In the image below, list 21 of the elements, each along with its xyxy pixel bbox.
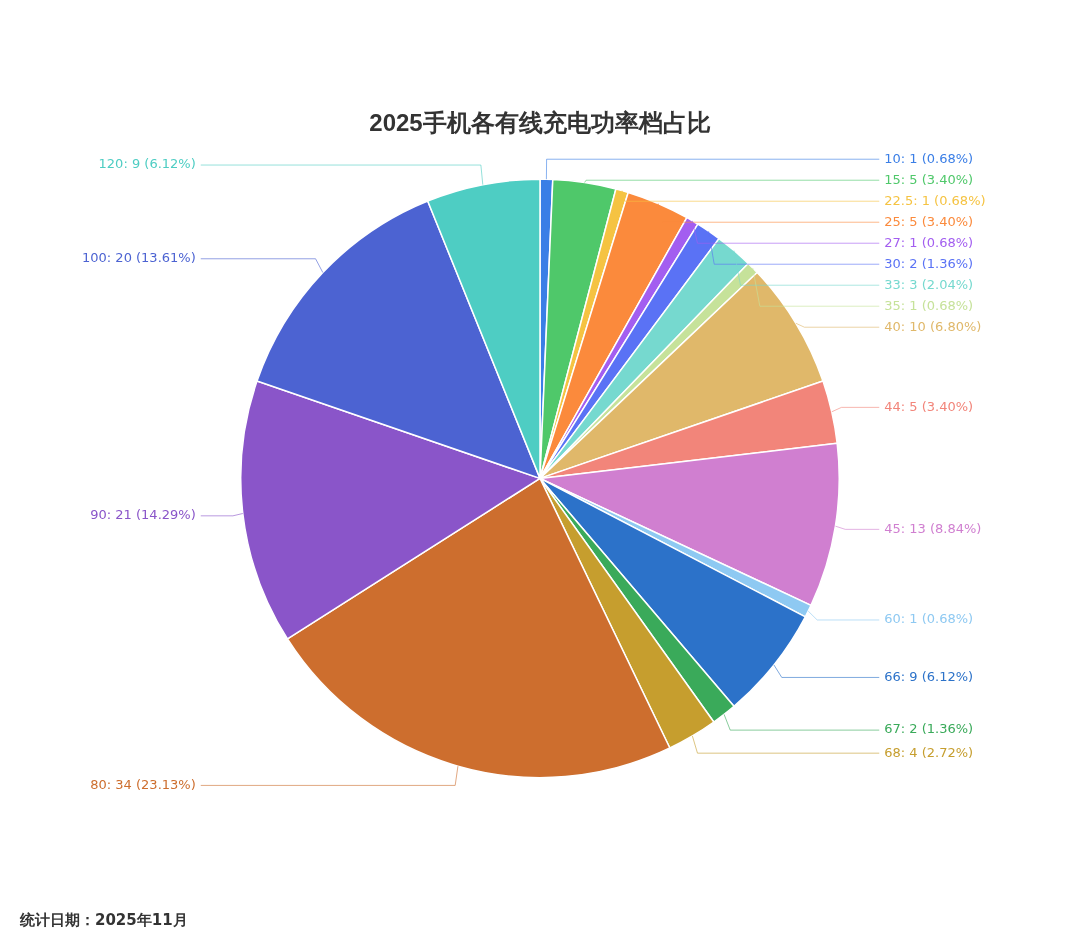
slice-label: 90: 21 (14.29%) xyxy=(90,507,196,523)
slice-label: 100: 20 (13.61%) xyxy=(82,250,196,266)
slice-label: 35: 1 (0.68%) xyxy=(884,297,974,313)
slice-label: 33: 3 (2.04%) xyxy=(884,276,974,292)
slice-label: 15: 5 (3.40%) xyxy=(884,171,974,187)
chart-title: 2025手机各有线充电功率档占比 xyxy=(369,109,711,137)
slice-label: 10: 1 (0.68%) xyxy=(884,150,974,166)
text: 统计日期：2025年11月 xyxy=(20,911,188,930)
slice-label: 27: 1 (0.68%) xyxy=(884,234,974,250)
slice-label: 66: 9 (6.12%) xyxy=(884,668,974,684)
slice-label: 40: 10 (6.80%) xyxy=(884,318,982,334)
slice-label: 80: 34 (23.13%) xyxy=(90,776,196,792)
slice-label: 60: 1 (0.68%) xyxy=(884,611,974,627)
slice-label: 120: 9 (6.12%) xyxy=(98,156,196,172)
slice-label: 25: 5 (3.40%) xyxy=(884,213,974,229)
slice-label: 45: 13 (8.84%) xyxy=(884,520,982,536)
slice-label: 67: 2 (1.36%) xyxy=(884,721,974,737)
slice-label: 30: 2 (1.36%) xyxy=(884,255,974,271)
slice-label: 22.5: 1 (0.68%) xyxy=(884,192,986,208)
slice-label: 44: 5 (3.40%) xyxy=(884,398,974,414)
slice-label: 68: 4 (2.72%) xyxy=(884,744,974,760)
